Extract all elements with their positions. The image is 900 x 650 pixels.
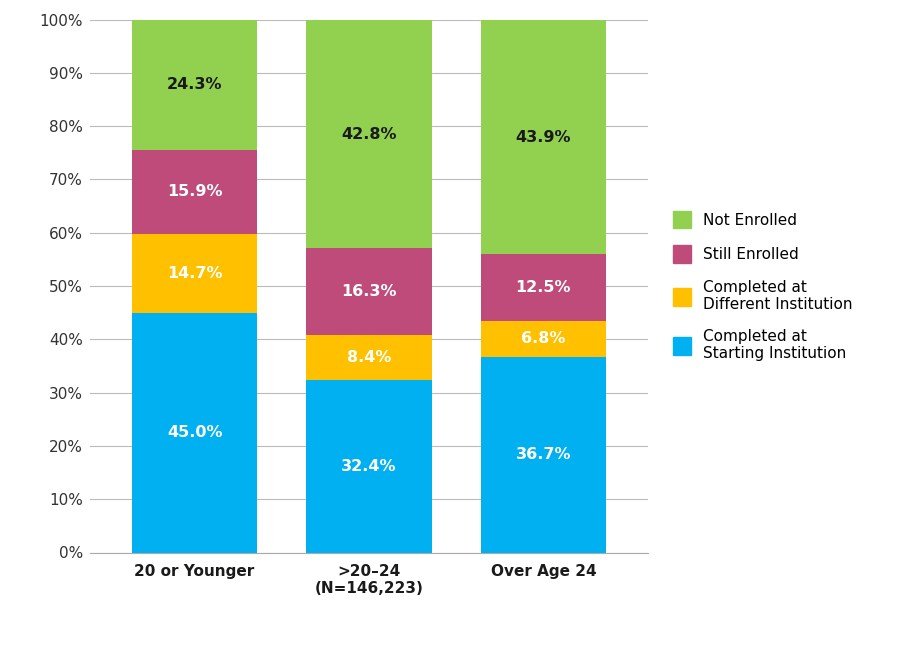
Bar	[306, 335, 432, 380]
Text: 14.7%: 14.7%	[166, 266, 222, 281]
Bar	[481, 320, 607, 357]
Text: 45.0%: 45.0%	[166, 425, 222, 440]
Bar	[131, 313, 257, 552]
Text: 42.8%: 42.8%	[341, 127, 397, 142]
Bar	[306, 248, 432, 335]
Text: 32.4%: 32.4%	[341, 459, 397, 474]
Bar	[306, 380, 432, 552]
Legend: Not Enrolled, Still Enrolled, Completed at
Different Institution, Completed at
S: Not Enrolled, Still Enrolled, Completed …	[667, 205, 860, 367]
Text: 12.5%: 12.5%	[516, 280, 572, 295]
Text: 8.4%: 8.4%	[346, 350, 392, 365]
Bar	[131, 20, 257, 150]
Text: 36.7%: 36.7%	[516, 447, 572, 462]
Bar	[131, 150, 257, 234]
Text: 43.9%: 43.9%	[516, 129, 572, 144]
Text: 15.9%: 15.9%	[166, 185, 222, 200]
Text: 16.3%: 16.3%	[341, 284, 397, 299]
Bar	[306, 20, 432, 248]
Bar	[481, 357, 607, 552]
Bar	[481, 20, 607, 254]
Bar	[481, 254, 607, 320]
Text: 24.3%: 24.3%	[166, 77, 222, 92]
Text: 6.8%: 6.8%	[521, 332, 565, 346]
Bar	[131, 234, 257, 313]
